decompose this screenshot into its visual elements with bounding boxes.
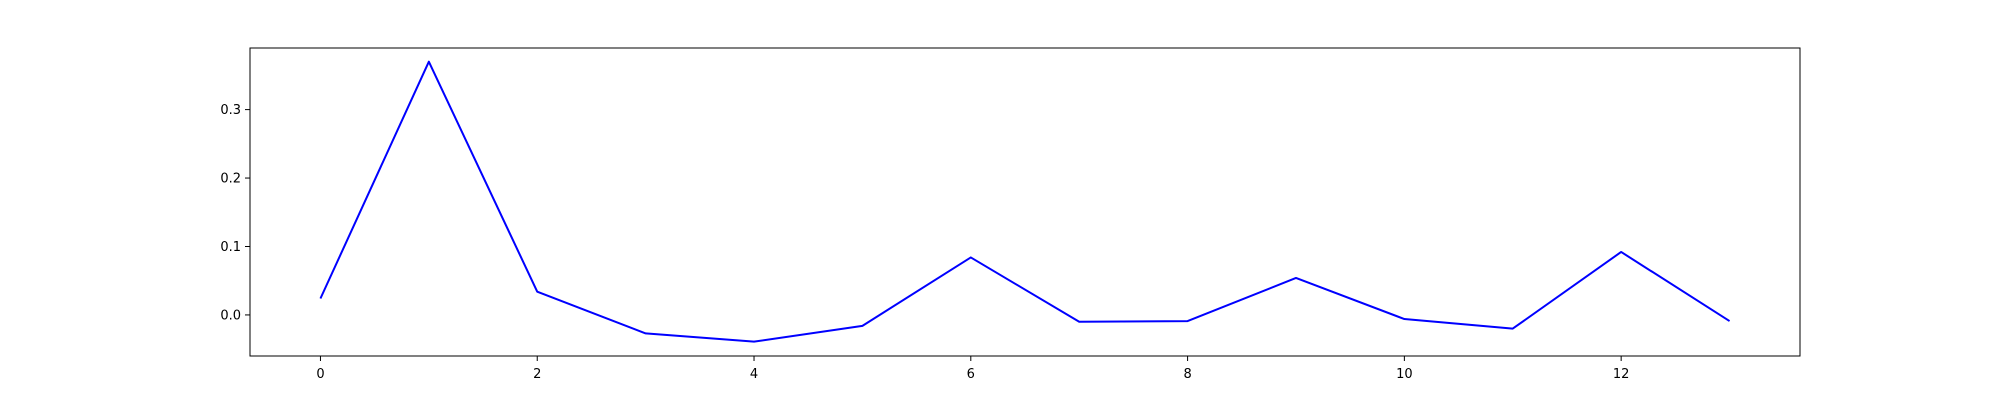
y-tick-label: 0.0 (220, 308, 241, 323)
x-tick-label: 8 (1183, 367, 1191, 382)
y-tick-label: 0.1 (220, 240, 241, 255)
x-tick-label: 2 (533, 367, 541, 382)
x-axis: 0 2 4 6 8 10 12 (316, 356, 1629, 382)
y-tick-label: 0.3 (220, 103, 241, 118)
x-tick-label: 6 (967, 367, 975, 382)
x-tick-label: 12 (1613, 367, 1630, 382)
plot-area-frame (249, 47, 1801, 357)
x-tick-label: 4 (750, 367, 758, 382)
y-axis: 0.0 0.1 0.2 0.3 (220, 103, 250, 323)
x-tick-label: 0 (316, 367, 324, 382)
series-layer (319, 60, 1731, 343)
series-line (319, 60, 1731, 343)
x-tick-label: 10 (1396, 367, 1413, 382)
y-tick-label: 0.2 (220, 172, 241, 187)
